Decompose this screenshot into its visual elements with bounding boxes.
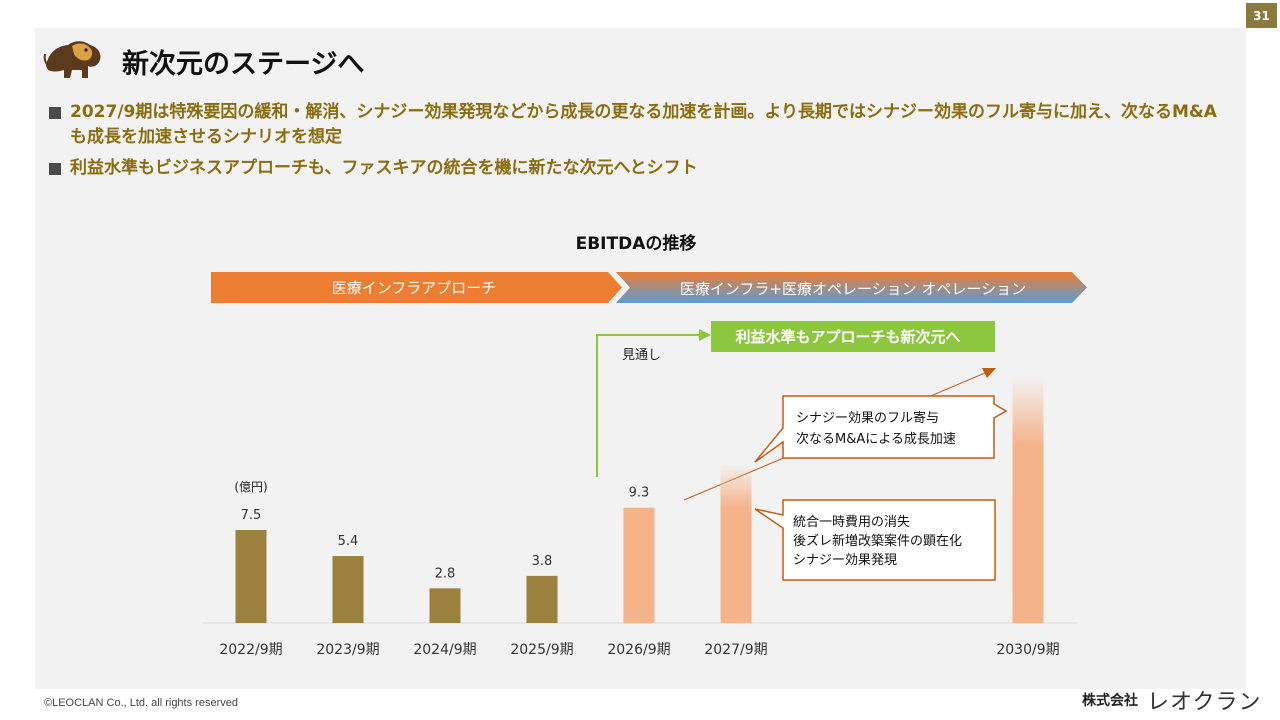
value-label-2026/9期: 9.3	[629, 486, 650, 501]
callout-lower-line-2: 後ズレ新増改築案件の顕在化	[793, 533, 962, 549]
growth-trend-arrowhead	[982, 368, 996, 378]
callout-upper	[754, 395, 1008, 463]
bars-layer: 7.5 2022/9期 5.4 2023/9期 2.8 2024/9期 3.8 2025/9期…	[219, 376, 1060, 658]
y-unit-label: (億円)	[234, 480, 267, 494]
page-number: 31	[1246, 3, 1277, 28]
x-tick-label-2027/9期: 2027/9期	[704, 642, 767, 658]
x-tick-label-2025/9期: 2025/9期	[510, 642, 573, 658]
lion-logo-icon	[43, 41, 101, 78]
chart-title: EBITDAの推移	[576, 233, 697, 254]
bar-2022/9期	[235, 530, 267, 623]
bar-2024/9期	[429, 588, 461, 623]
bar-2026/9期	[623, 507, 655, 623]
x-tick-label-2026/9期: 2026/9期	[607, 642, 670, 658]
x-tick-label-2022/9期: 2022/9期	[219, 642, 282, 658]
callout-upper-line-1: シナジー効果のフル寄与	[796, 410, 939, 426]
brand-logo-text: レオクラン	[1147, 690, 1262, 715]
value-label-2025/9期: 3.8	[532, 554, 553, 569]
bullet-text-2: 利益水準もビジネスアプローチも、ファスキアの統合を機に新たな次元へとシフト	[70, 158, 698, 178]
value-label-2022/9期: 7.5	[241, 508, 262, 523]
value-label-2024/9期: 2.8	[435, 566, 456, 581]
bar-2023/9期	[332, 556, 364, 623]
bullet-marker	[49, 163, 61, 175]
new-dimension-text: 利益水準もアプローチも新次元へ	[735, 328, 960, 346]
bar-2030/9期	[1012, 376, 1044, 623]
outlook-arrow-head	[699, 329, 711, 341]
callout-lower-line-3: シナジー効果発現	[793, 553, 897, 568]
bullet-marker	[49, 107, 61, 119]
bar-2025/9期	[526, 575, 558, 623]
value-label-2023/9期: 5.4	[338, 534, 359, 549]
company-type: 株式会社	[1082, 693, 1138, 709]
phase-arrow-infra	[211, 272, 622, 303]
x-tick-label-2030/9期: 2030/9期	[996, 642, 1059, 658]
callout-upper-line-2: 次なるM&Aによる成長加速	[796, 431, 956, 447]
phase-label-infra: 医療インフラアプローチ	[332, 279, 497, 297]
outlook-label: 見通し	[622, 348, 661, 363]
page-title: 新次元のステージへ	[122, 49, 365, 80]
phase-arrow-operation	[616, 272, 1087, 303]
x-tick-label-2023/9期: 2023/9期	[316, 642, 379, 658]
bullet-text-1: 2027/9期は特殊要因の緩和・解消、シナジー効果発現などから成長の更なる加速を…	[70, 102, 1217, 147]
outlook-arrow-line	[596, 334, 700, 477]
new-dimension-box	[711, 321, 995, 352]
x-tick-label-2024/9期: 2024/9期	[413, 642, 476, 658]
phase-label-operation: 医療インフラ+医療オペレーション オペレーション	[680, 280, 1026, 298]
callout-lower	[754, 499, 996, 581]
callout-lower-line-1: 統合一時費用の消失	[793, 515, 910, 530]
copyright-text: ©LEOCLAN Co., Ltd. all rights reserved	[44, 697, 238, 709]
bar-2027/9期	[720, 464, 752, 623]
